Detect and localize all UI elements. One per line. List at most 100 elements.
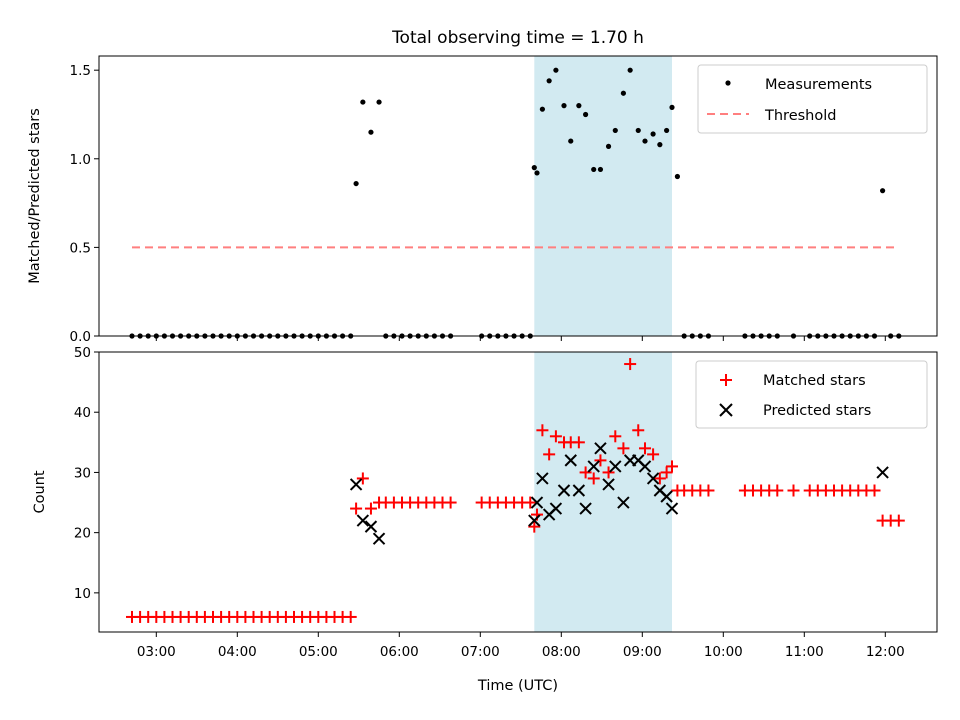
top-legend-box [697,64,928,134]
chart-title: Total observing time = 1.70 h [391,28,644,48]
measurement-point [605,143,612,149]
bottom-xtick-label: 10:00 [704,644,743,660]
bottom-legend-box [695,360,928,429]
predicted-star-d2 [572,484,586,497]
top-panel-frame [98,55,938,337]
x-axis-label: Time (UTC) [477,678,558,694]
predicted-star-d2 [587,460,600,473]
predicted-star-d2 [528,514,541,527]
bottom-ytick-label: 50 [74,345,91,361]
matched-star-point [444,496,457,509]
predicted-star-d2 [557,484,571,497]
predicted-star-d2 [579,502,592,515]
predicted-star-point [609,460,622,473]
matched-star-point [660,466,673,479]
matched-star-point [787,484,800,497]
legend-predicted-label: Predicted stars [763,403,871,419]
measurement-point [368,129,374,135]
bottom-ytick-label: 40 [74,405,91,421]
predicted-stars-points [349,442,889,545]
matched-star-point [549,430,562,443]
predicted-star-d2 [617,496,630,509]
predicted-star-d2 [602,478,615,491]
matched-star-point [543,448,556,461]
predicted-star-point [579,502,592,515]
bottom-xtick-label: 07:00 [461,644,500,660]
top-ytick-label: 0.0 [70,329,91,345]
bottom-xtick-label: 11:00 [785,644,824,660]
measurement-point [576,103,582,109]
predicted-star-point [528,514,541,527]
legend-measurements-label: Measurements [765,77,872,93]
bottom-xtick-label: 09:00 [623,644,662,660]
predicted-star-point [364,520,378,533]
measurement-point [583,111,589,118]
predicted-star-point [572,484,586,497]
matched-star-point [579,466,592,479]
predicted-star-d2 [549,502,563,515]
measurement-point [642,138,648,144]
predicted-star-point [549,502,563,515]
matched-star-point [356,472,369,485]
legend-threshold-label: Threshold [764,108,836,124]
measurement-point [612,127,618,134]
top-highlight-band [534,56,672,336]
predicted-star-point [594,442,607,455]
predicted-star-d2 [653,484,667,497]
top-legend: Measurements Threshold [697,64,928,134]
matched-star-point [771,484,784,497]
predicted-star-point [660,490,673,503]
top-ytick-label: 1.0 [70,152,91,168]
matched-star-point [647,448,660,461]
predicted-star-d2 [609,460,622,473]
measurement-point [657,142,663,148]
predicted-star-point [356,514,370,527]
measurement-point [568,138,574,144]
predicted-star-point [349,478,363,491]
predicted-star-d2 [665,502,679,515]
predicted-star-point [564,454,577,467]
matched-star-point [632,424,645,437]
measurement-point [664,127,670,134]
legend-matched-marker [720,374,732,386]
matched-star-point [702,484,715,497]
matched-star-point [617,442,630,455]
matched-star-point [868,484,881,497]
measurement-point [534,170,540,176]
matched-star-point [609,430,622,443]
predicted-star-point [646,472,660,485]
measurement-point [546,78,552,84]
matched-star-point [350,502,363,515]
measurement-point [539,106,546,112]
predicted-star-d2 [530,496,544,509]
predicted-star-point [876,466,889,479]
measurement-point [591,166,597,173]
predicted-star-point [665,502,679,515]
predicted-star-d2 [364,520,378,533]
legend-predicted-marker [719,403,733,417]
matched-star-point [572,436,585,449]
bottom-y-axis: 10 20 30 40 50 [74,345,99,602]
measurement-point [353,180,359,187]
matched-star-point [536,424,549,437]
predicted-star-point [617,496,630,509]
predicted-star-d2 [594,442,607,455]
bottom-panel-frame [98,351,938,633]
bottom-xtick-label: 06:00 [380,644,419,660]
predicted-star-d2 [564,454,577,467]
predicted-star-point [587,460,600,473]
bottom-xtick-label: 08:00 [542,644,581,660]
predicted-star-d2 [372,532,386,545]
matched-star-point [528,520,541,533]
matched-star-point [587,472,600,485]
matched-star-point [364,502,377,515]
predicted-star-d2 [632,454,645,467]
top-y-axis: 0.0 0.5 1.0 1.5 [70,63,99,345]
top-ytick-label: 1.5 [70,63,91,79]
measurement-point [627,67,633,73]
bottom-xtick-label: 12:00 [866,644,905,660]
predicted-star-point [557,484,571,497]
predicted-star-d2 [876,466,889,479]
measurement-point [635,127,641,134]
